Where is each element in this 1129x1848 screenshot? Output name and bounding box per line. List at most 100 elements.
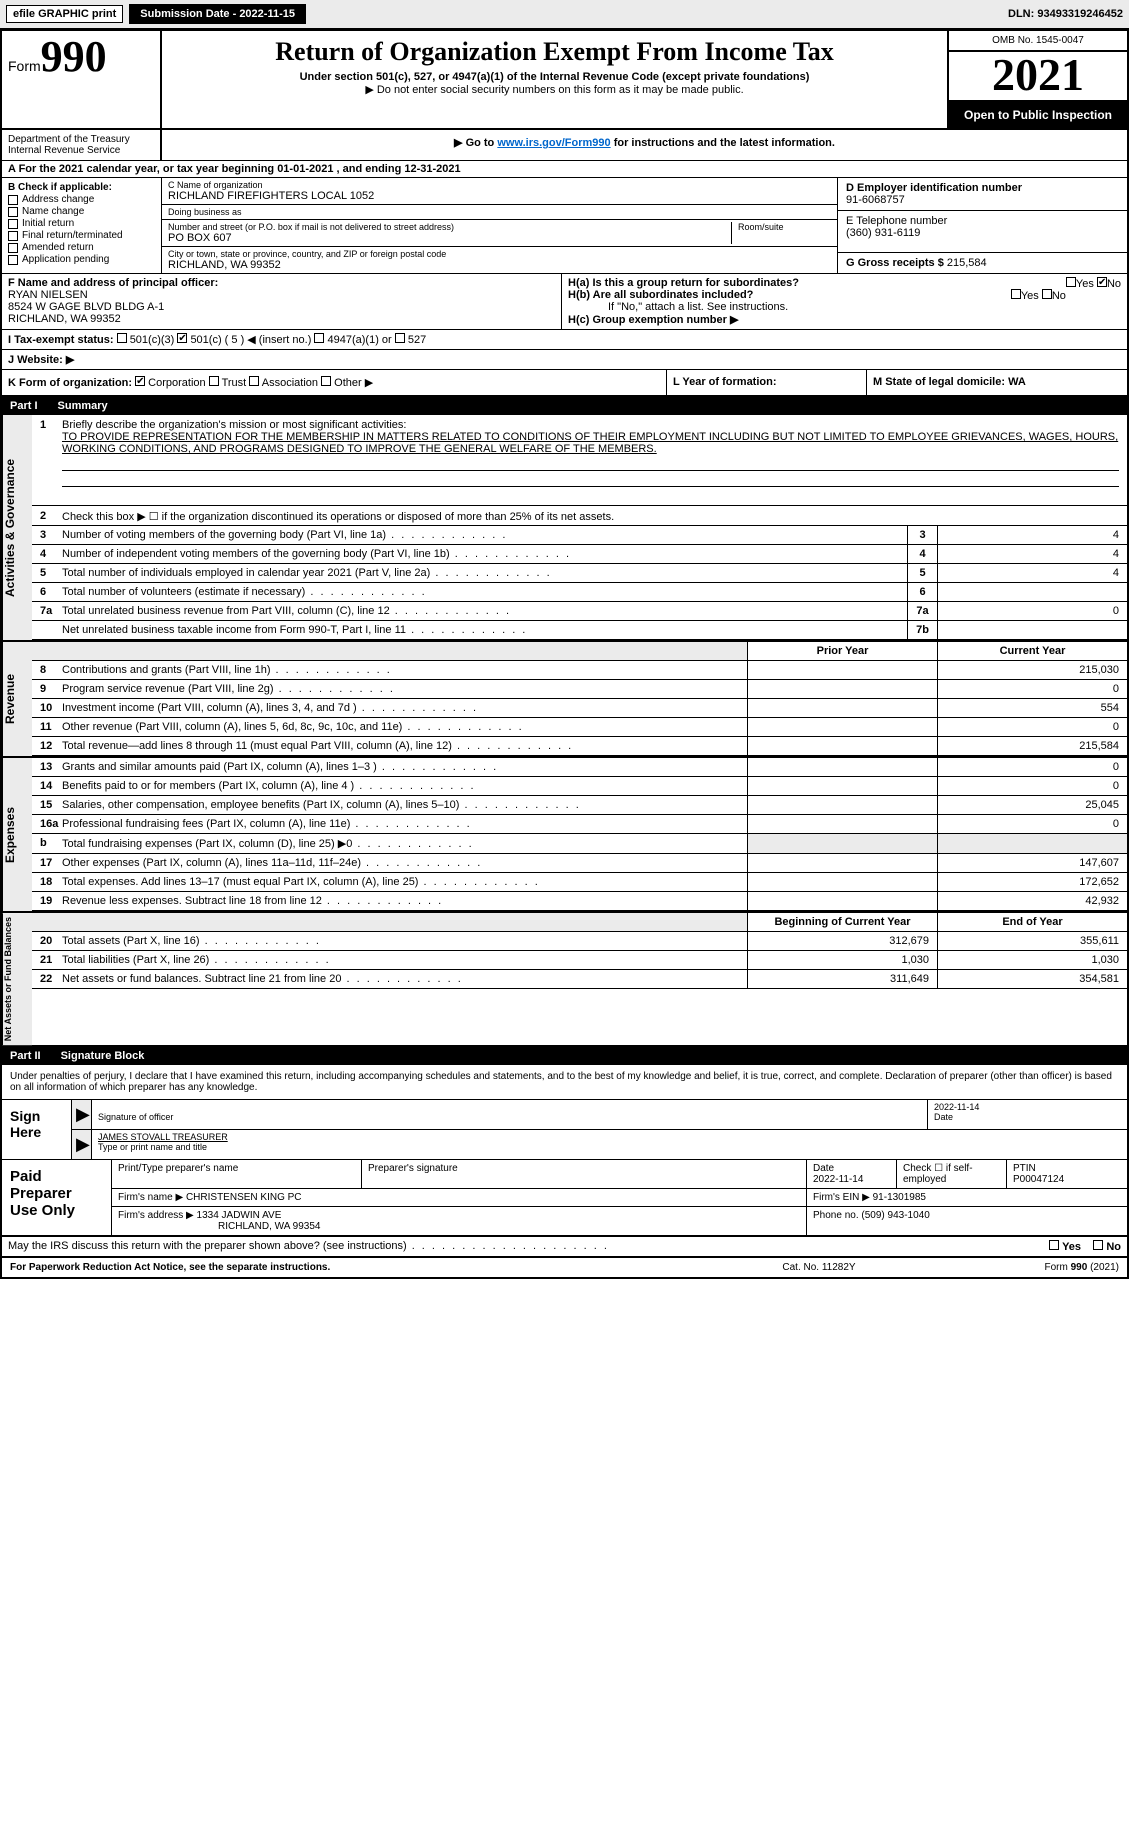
opt-corp: Corporation xyxy=(148,377,205,389)
cb-discuss-no[interactable] xyxy=(1093,1240,1103,1250)
cb-ha-no[interactable] xyxy=(1097,277,1107,287)
cb-hb-no[interactable] xyxy=(1042,289,1052,299)
dept-row: Department of the Treasury Internal Reve… xyxy=(2,130,1127,160)
cb-other[interactable] xyxy=(321,376,331,386)
tab-expenses: Expenses xyxy=(2,758,32,911)
lbl-address-change: Address change xyxy=(22,194,94,205)
officer-name: RYAN NIELSEN xyxy=(8,289,88,301)
summary-row: 14Benefits paid to or for members (Part … xyxy=(32,777,1127,796)
col-end-year: End of Year xyxy=(937,913,1127,931)
revenue-section: Revenue Prior Year Current Year 8Contrib… xyxy=(2,642,1127,758)
cb-discuss-yes[interactable] xyxy=(1049,1240,1059,1250)
room-label: Room/suite xyxy=(738,222,831,232)
cb-application-pending[interactable] xyxy=(8,255,18,265)
summary-row: 21Total liabilities (Part X, line 26)1,0… xyxy=(32,951,1127,970)
form-prefix: Form xyxy=(8,58,41,74)
form-title: Return of Organization Exempt From Incom… xyxy=(182,37,927,67)
cb-501c3[interactable] xyxy=(117,333,127,343)
part-1-title: Summary xyxy=(58,400,108,412)
line2-text: Check this box ▶ ☐ if the organization d… xyxy=(62,511,614,523)
tab-net-assets: Net Assets or Fund Balances xyxy=(2,913,32,1045)
header-sub2: ▶ Do not enter social security numbers o… xyxy=(182,83,927,96)
prep-name-header: Print/Type preparer's name xyxy=(112,1160,362,1188)
opt-501c3: 501(c)(3) xyxy=(130,334,175,346)
street-value: PO BOX 607 xyxy=(168,232,731,244)
paid-preparer-label: Paid Preparer Use Only xyxy=(2,1160,112,1235)
part-2-header: Part II Signature Block xyxy=(2,1047,1127,1065)
ha-no: No xyxy=(1107,278,1121,290)
row-fh: F Name and address of principal officer:… xyxy=(2,274,1127,330)
row-j: J Website: ▶ xyxy=(2,350,1127,370)
line-1: 1 Briefly describe the organization's mi… xyxy=(32,415,1127,506)
cb-ha-yes[interactable] xyxy=(1066,277,1076,287)
cb-address-change[interactable] xyxy=(8,195,18,205)
form-number: Form990 xyxy=(8,37,154,77)
form-990-number: 990 xyxy=(41,32,107,81)
firm-phone: (509) 943-1040 xyxy=(861,1210,929,1221)
footer-year: 2021 xyxy=(1093,1262,1115,1273)
form-header: Form990 Return of Organization Exempt Fr… xyxy=(2,31,1127,130)
ha-yes: Yes xyxy=(1076,278,1094,290)
sign-here-label: Sign Here xyxy=(2,1100,72,1159)
cb-hb-yes[interactable] xyxy=(1011,289,1021,299)
cb-initial-return[interactable] xyxy=(8,219,18,229)
website-label: J Website: ▶ xyxy=(8,353,74,366)
form990-link[interactable]: www.irs.gov/Form990 xyxy=(497,137,610,149)
part-1-label: Part I xyxy=(10,400,38,412)
block-b-title: B Check if applicable: xyxy=(8,182,112,193)
cb-final-return[interactable] xyxy=(8,231,18,241)
hc-row: H(c) Group exemption number ▶ xyxy=(568,313,1121,326)
discuss-row: May the IRS discuss this return with the… xyxy=(2,1237,1127,1258)
summary-row: 10Investment income (Part VIII, column (… xyxy=(32,699,1127,718)
summary-row: 8Contributions and grants (Part VIII, li… xyxy=(32,661,1127,680)
hb-label: H(b) Are all subordinates included? xyxy=(568,289,753,301)
cb-501c[interactable] xyxy=(177,333,187,343)
summary-row: 7aTotal unrelated business revenue from … xyxy=(32,602,1127,621)
sig-date-label: Date xyxy=(934,1112,953,1122)
opt-other: Other ▶ xyxy=(334,377,373,389)
goto-instructions: ▶ Go to www.irs.gov/Form990 for instruct… xyxy=(162,130,1127,160)
open-to-public: Open to Public Inspection xyxy=(949,102,1127,128)
sig-arrow-2: ▶ xyxy=(72,1130,92,1159)
cb-corp[interactable] xyxy=(135,376,145,386)
part-1-header: Part I Summary xyxy=(2,397,1127,415)
officer-addr2: RICHLAND, WA 99352 xyxy=(8,313,121,325)
cb-assoc[interactable] xyxy=(249,376,259,386)
summary-row: 13Grants and similar amounts paid (Part … xyxy=(32,758,1127,777)
tab-revenue: Revenue xyxy=(2,642,32,756)
discuss-no: No xyxy=(1106,1241,1121,1253)
cb-name-change[interactable] xyxy=(8,207,18,217)
line1-label: Briefly describe the organization's miss… xyxy=(62,419,406,431)
summary-row: 9Program service revenue (Part VIII, lin… xyxy=(32,680,1127,699)
dept-treasury: Department of the Treasury Internal Reve… xyxy=(2,130,162,160)
row-klm: K Form of organization: Corporation Trus… xyxy=(2,370,1127,397)
tab-governance: Activities & Governance xyxy=(2,415,32,640)
hb-row: H(b) Are all subordinates included? Yes … xyxy=(568,289,1121,301)
lbl-name-change: Name change xyxy=(22,206,84,217)
hb-no: No xyxy=(1052,290,1066,302)
mission-text: TO PROVIDE REPRESENTATION FOR THE MEMBER… xyxy=(62,431,1118,455)
col-prior-year: Prior Year xyxy=(747,642,937,660)
phone-value: (360) 931-6119 xyxy=(846,227,920,239)
row-i: I Tax-exempt status: 501(c)(3) 501(c) ( … xyxy=(2,330,1127,350)
cb-4947[interactable] xyxy=(314,333,324,343)
sig-arrow-1: ▶ xyxy=(72,1100,92,1129)
tax-year: 2021 xyxy=(949,52,1127,102)
calendar-text: A For the 2021 calendar year, or tax yea… xyxy=(8,163,461,175)
summary-row: 4Number of independent voting members of… xyxy=(32,545,1127,564)
summary-row: bTotal fundraising expenses (Part IX, co… xyxy=(32,834,1127,854)
submission-date: Submission Date - 2022-11-15 xyxy=(129,4,306,24)
block-b: B Check if applicable: Address change Na… xyxy=(2,178,162,273)
opt-trust: Trust xyxy=(222,377,247,389)
cb-527[interactable] xyxy=(395,333,405,343)
ptin-header: PTIN xyxy=(1013,1163,1036,1174)
discuss-text: May the IRS discuss this return with the… xyxy=(8,1240,609,1253)
block-c: C Name of organization RICHLAND FIREFIGH… xyxy=(162,178,837,273)
prep-date-header: Date xyxy=(813,1163,834,1174)
ha-label: H(a) Is this a group return for subordin… xyxy=(568,277,799,289)
prep-check-header: Check ☐ if self-employed xyxy=(897,1160,1007,1188)
part-2-label: Part II xyxy=(10,1050,41,1062)
summary-row: 15Salaries, other compensation, employee… xyxy=(32,796,1127,815)
cb-trust[interactable] xyxy=(209,376,219,386)
cb-amended-return[interactable] xyxy=(8,243,18,253)
